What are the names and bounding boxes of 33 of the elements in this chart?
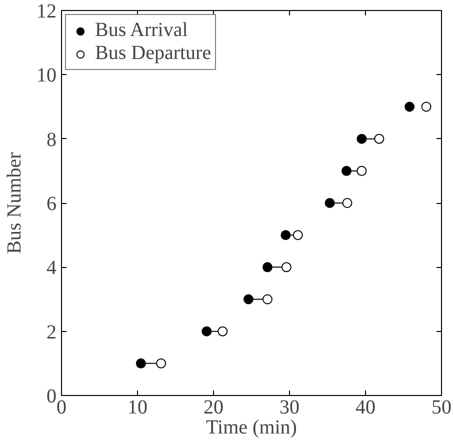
point (356, 134, 367, 144)
point (404, 102, 415, 112)
point (262, 294, 272, 304)
x-tick-label: 10 (128, 396, 148, 418)
x-tick-label: 30 (280, 396, 300, 418)
point (292, 230, 303, 240)
point (262, 262, 272, 272)
y-tick-label: 8 (46, 128, 56, 151)
x-tick-label: 20 (204, 396, 224, 418)
y-tick-label: 4 (46, 257, 56, 280)
legend-label: Bus Departure (95, 42, 212, 65)
y-tick-label: 6 (46, 193, 56, 215)
point (374, 134, 384, 144)
point (243, 294, 254, 304)
point (218, 326, 228, 336)
point (356, 166, 367, 176)
y-tick-label: 10 (36, 64, 56, 87)
x-tick-label: 50 (432, 396, 452, 418)
point (324, 198, 335, 208)
y-tick-label: 12 (36, 0, 56, 22)
legend-label: Bus Arrival (95, 19, 188, 42)
point (342, 198, 352, 208)
point (281, 262, 292, 272)
x-tick-label: 40 (356, 396, 376, 418)
point (202, 326, 212, 336)
point (136, 358, 146, 368)
point (421, 102, 432, 112)
point (280, 230, 291, 240)
point (342, 166, 352, 176)
x-axis-title: Time (min) (206, 416, 297, 438)
point (156, 358, 166, 368)
y-axis-title: Bus Number (4, 152, 26, 254)
y-tick-label: 2 (46, 321, 56, 344)
